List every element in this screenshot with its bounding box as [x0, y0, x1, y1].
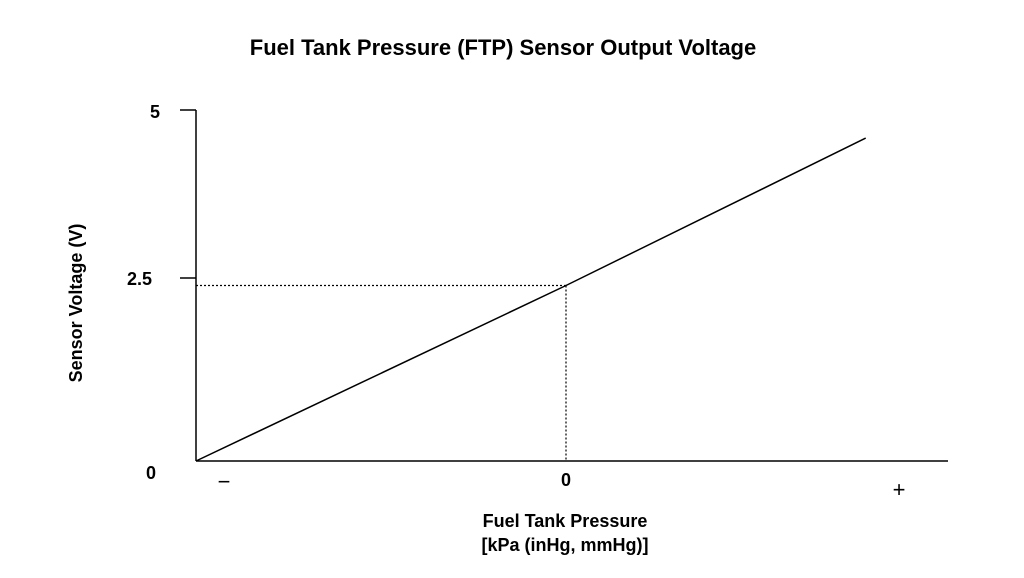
series-line [195, 137, 867, 462]
x-axis-label: Fuel Tank Pressure [483, 511, 648, 531]
chart-title: Fuel Tank Pressure (FTP) Sensor Output V… [250, 35, 756, 60]
y-tick-label-5: 5 [150, 102, 160, 122]
x-tick-label-minus: − [218, 469, 231, 494]
x-tick-label-zero: 0 [561, 470, 571, 490]
y-axis-label: Sensor Voltage (V) [66, 224, 86, 383]
x-tick-label-plus: + [893, 477, 906, 502]
y-tick-label-0: 0 [146, 463, 156, 483]
x-axis-units: [kPa (inHg, mmHg)] [481, 535, 648, 555]
y-tick-label-2-5: 2.5 [127, 269, 152, 289]
